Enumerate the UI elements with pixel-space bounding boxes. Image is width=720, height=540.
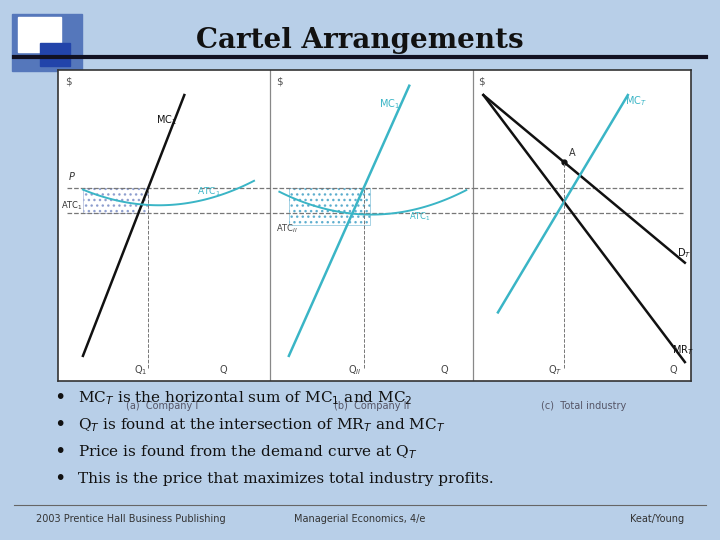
Text: Keat/Young: Keat/Young <box>630 515 684 524</box>
Text: $: $ <box>276 76 283 86</box>
Text: (b)  Company II: (b) Company II <box>333 401 409 410</box>
Text: Managerial Economics, 4/e: Managerial Economics, 4/e <box>294 515 426 524</box>
Text: (a)  Company I: (a) Company I <box>126 401 198 410</box>
Text: MC$_T$ is the horizontal sum of MC$_1$ and MC$_2$: MC$_T$ is the horizontal sum of MC$_1$ a… <box>78 389 413 407</box>
Text: Q: Q <box>441 365 449 375</box>
Text: MC$_1$: MC$_1$ <box>379 97 400 111</box>
Text: $: $ <box>477 76 485 86</box>
Text: ATC$_1$: ATC$_1$ <box>61 199 84 212</box>
Text: P: P <box>69 172 75 183</box>
Text: A: A <box>569 148 576 158</box>
Text: •: • <box>54 415 66 435</box>
Text: Price is found from the demand curve at Q$_T$: Price is found from the demand curve at … <box>78 443 418 461</box>
Text: Q$_1$: Q$_1$ <box>134 363 148 377</box>
Bar <box>19 17 60 52</box>
Text: Cartel Arrangements: Cartel Arrangements <box>196 27 524 54</box>
Text: ATC$_1$: ATC$_1$ <box>409 210 431 222</box>
Text: MR$_T$: MR$_T$ <box>672 343 694 356</box>
Text: •: • <box>54 469 66 489</box>
Bar <box>40 43 70 66</box>
Text: Q: Q <box>669 365 677 375</box>
Text: (c)  Total industry: (c) Total industry <box>541 401 626 410</box>
Text: ATC$_1$: ATC$_1$ <box>197 185 220 198</box>
Text: Q$_T$ is found at the intersection of MR$_T$ and MC$_T$: Q$_T$ is found at the intersection of MR… <box>78 416 445 434</box>
Text: MC$_T$: MC$_T$ <box>625 94 647 108</box>
Text: D$_T$: D$_T$ <box>678 246 691 260</box>
Text: •: • <box>54 388 66 408</box>
Text: ATC$_{II}$: ATC$_{II}$ <box>276 222 298 235</box>
Text: MC$_1$: MC$_1$ <box>156 113 176 127</box>
Text: Q: Q <box>219 365 227 375</box>
Text: Q$_T$: Q$_T$ <box>548 363 562 377</box>
Text: •: • <box>54 442 66 462</box>
Bar <box>12 14 82 71</box>
Text: This is the price that maximizes total industry profits.: This is the price that maximizes total i… <box>78 472 493 486</box>
Text: Q$_{II}$: Q$_{II}$ <box>348 363 361 377</box>
Text: 2003 Prentice Hall Business Publishing: 2003 Prentice Hall Business Publishing <box>36 515 225 524</box>
Text: $: $ <box>66 76 72 86</box>
